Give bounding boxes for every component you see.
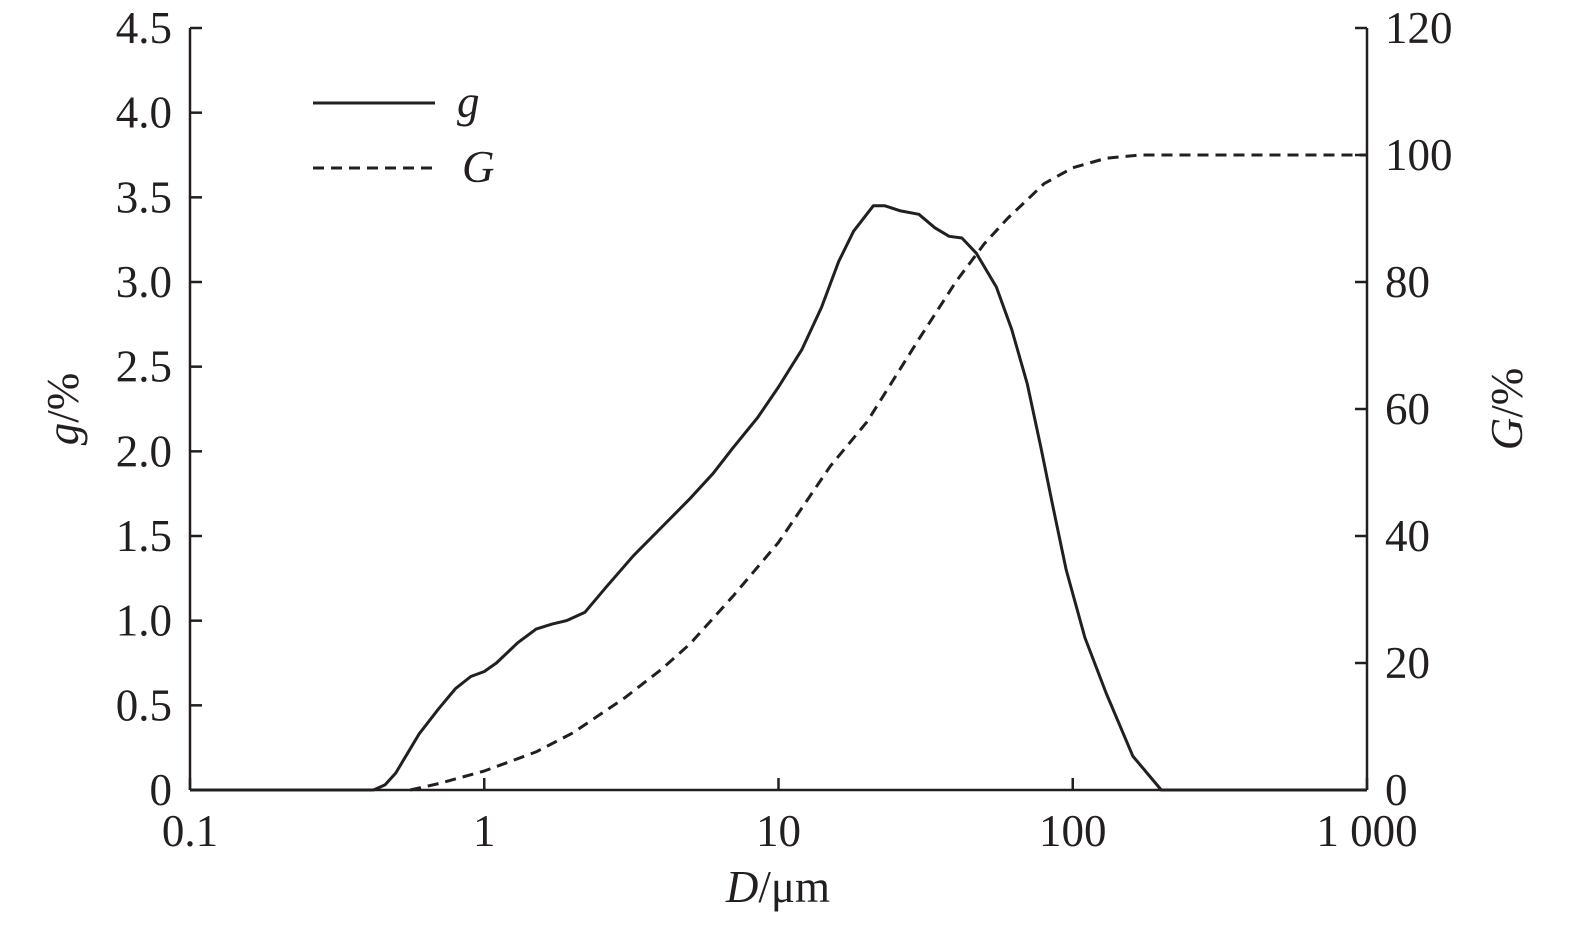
x-axis-title: D/μm (725, 862, 830, 912)
right-y-axis-ticks: 0 20 40 60 80 100 120 (1355, 3, 1453, 815)
left-y-tick-label: 2.5 (116, 342, 172, 392)
x-tick-label: 0.1 (162, 806, 218, 856)
right-y-tick-label: 120 (1385, 3, 1453, 53)
right-y-axis-title-var: G (1482, 418, 1532, 451)
left-y-axis-ticks: 0 0.5 1.0 1.5 2.0 2.5 3.0 3.5 4.0 4.5 (116, 3, 202, 815)
x-tick-label: 1 000 (1316, 806, 1417, 856)
x-tick-label: 100 (1039, 806, 1107, 856)
x-tick-label: 1 (473, 806, 496, 856)
left-y-tick-label: 3.0 (116, 257, 172, 307)
left-y-tick-label: 0 (150, 765, 173, 815)
right-y-tick-label: 80 (1385, 257, 1430, 307)
series-line-g (190, 204, 1367, 792)
right-y-axis-title: G/% (1482, 368, 1532, 451)
right-y-tick-label: 40 (1385, 511, 1430, 561)
plot-area (188, 28, 1369, 792)
left-y-tick-label: 1.5 (116, 511, 172, 561)
x-tick-label: 10 (756, 806, 801, 856)
legend: g G (313, 77, 495, 192)
left-y-axis-title-var: g (38, 423, 88, 446)
x-axis-title-unit: /μm (758, 862, 830, 912)
right-y-tick-label: 100 (1385, 130, 1453, 180)
left-y-axis-title: g/% (38, 373, 88, 446)
series-layer (190, 153, 1367, 792)
x-axis-title-var: D (725, 862, 759, 912)
left-y-tick-label: 4.0 (116, 88, 172, 138)
left-y-tick-label: 4.5 (116, 3, 172, 53)
left-y-tick-label: 1.0 (116, 596, 172, 646)
x-axis-ticks: 0.1 1 10 100 1 000 (162, 778, 1418, 856)
right-y-tick-label: 60 (1385, 384, 1430, 434)
legend-label-g: g (457, 77, 480, 127)
right-y-tick-label: 20 (1385, 638, 1430, 688)
left-y-tick-label: 0.5 (116, 680, 172, 730)
series-line-G (409, 153, 1367, 792)
right-y-axis-title-unit: /% (1482, 368, 1532, 418)
left-y-axis-title-unit: /% (38, 373, 88, 423)
legend-label-G: G (462, 142, 495, 192)
right-y-tick-label: 0 (1385, 765, 1408, 815)
left-y-tick-label: 3.5 (116, 172, 172, 222)
left-y-tick-label: 2.0 (116, 426, 172, 476)
